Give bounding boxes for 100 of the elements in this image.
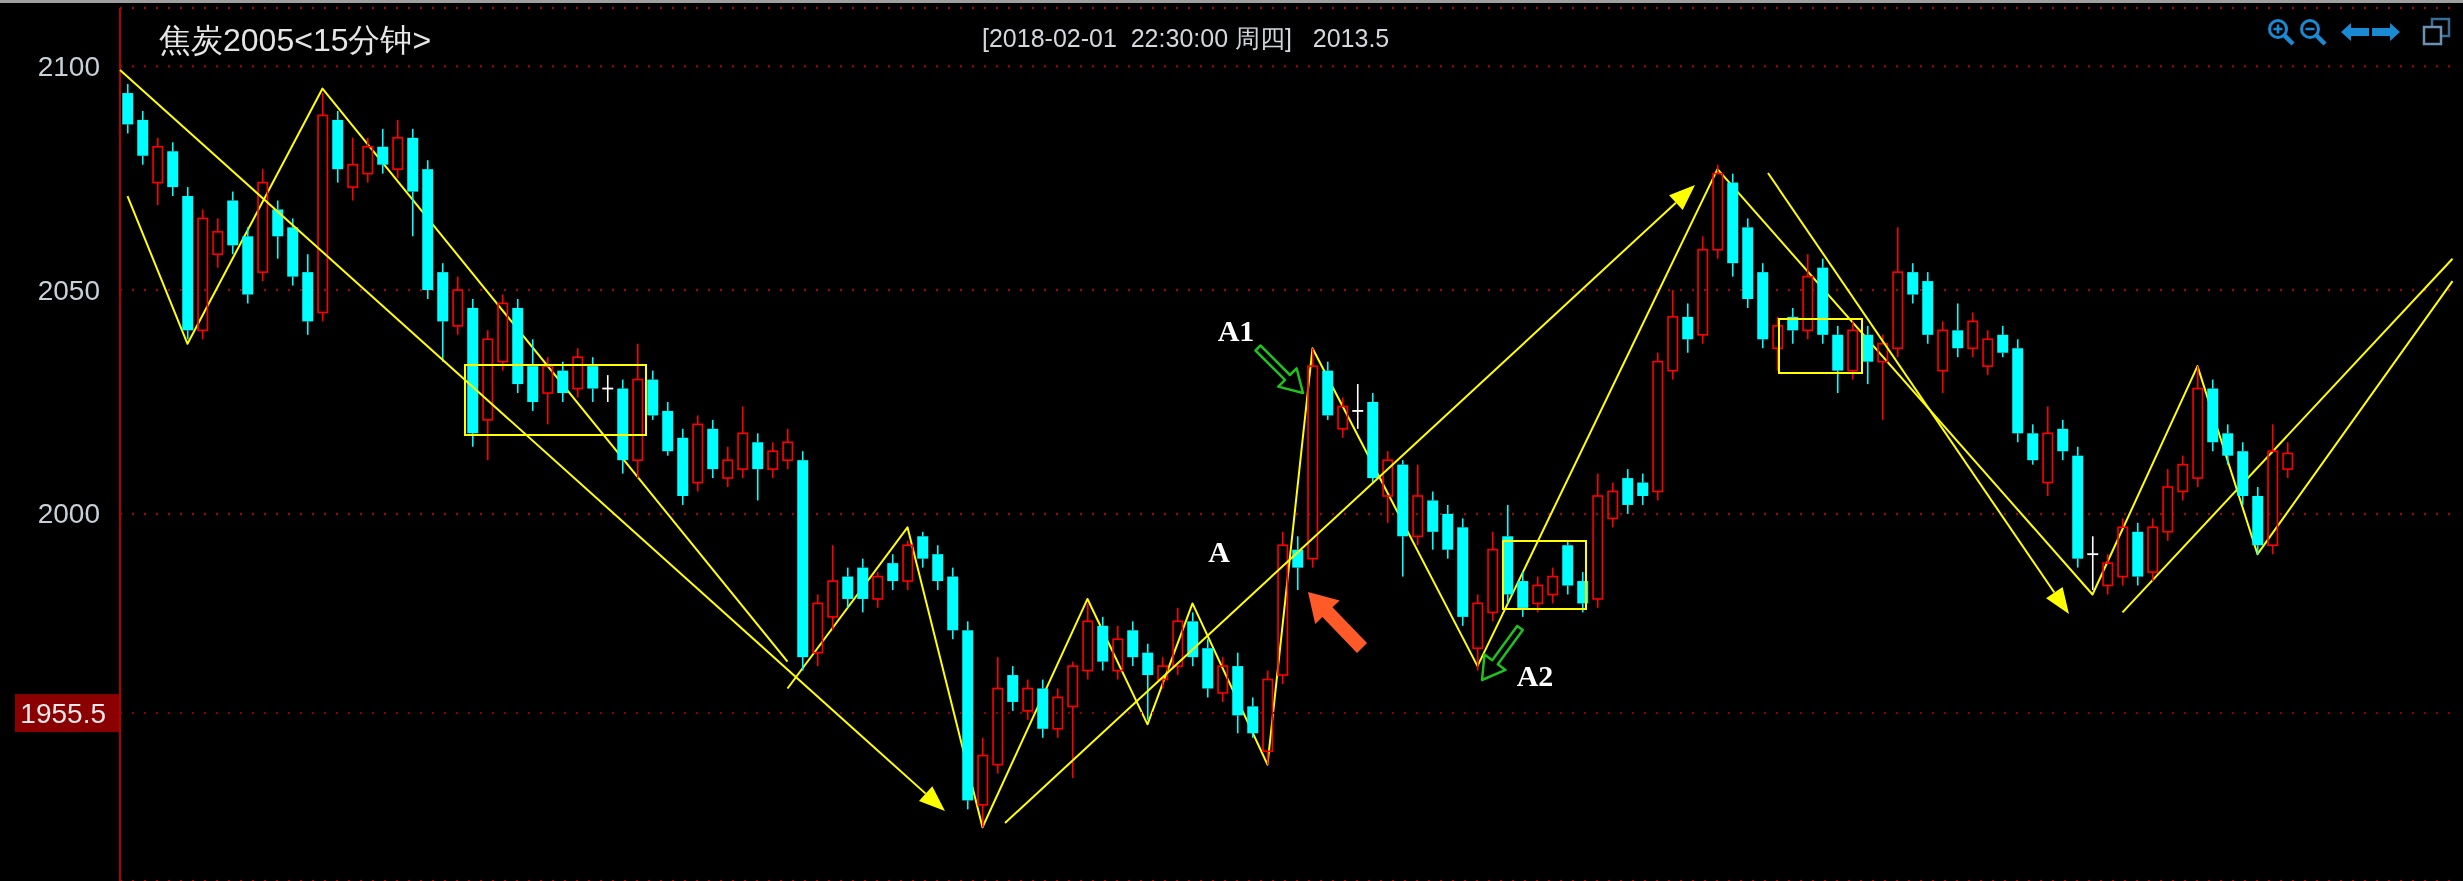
candlestick bbox=[122, 83, 134, 135]
line-series bbox=[786, 168, 2454, 829]
candlestick bbox=[2237, 441, 2249, 506]
candlestick bbox=[212, 217, 224, 269]
candlestick bbox=[1247, 696, 1259, 739]
candlestick bbox=[2177, 454, 2189, 502]
candlestick bbox=[1922, 271, 1934, 345]
candlestick bbox=[1157, 656, 1169, 690]
candlestick bbox=[1007, 665, 1019, 712]
candlestick bbox=[557, 360, 569, 403]
candlestick bbox=[1727, 172, 1739, 278]
candlestick bbox=[227, 190, 239, 256]
candlestick bbox=[1742, 217, 1754, 309]
candlestick bbox=[722, 445, 734, 488]
candlestick bbox=[662, 401, 674, 457]
candlestick bbox=[2192, 365, 2204, 488]
candlestick bbox=[1097, 616, 1109, 672]
candlestick bbox=[257, 168, 269, 282]
candlestick bbox=[1172, 607, 1184, 676]
candlestick bbox=[1517, 571, 1529, 618]
candlestick bbox=[617, 378, 629, 475]
candlestick bbox=[167, 141, 179, 197]
candlestick bbox=[2057, 419, 2069, 461]
candlestick bbox=[1127, 620, 1139, 667]
candlestick bbox=[842, 566, 854, 609]
candlestick bbox=[1697, 235, 1709, 345]
candlestick bbox=[737, 405, 749, 479]
candlestick bbox=[1367, 392, 1379, 484]
annotation: A1 bbox=[1217, 313, 1255, 347]
candlestick bbox=[932, 544, 944, 591]
candlestick bbox=[377, 128, 389, 175]
candlestick bbox=[1712, 163, 1724, 260]
candlestick bbox=[1622, 468, 1634, 515]
candlestick bbox=[1457, 517, 1469, 627]
candlestick bbox=[1892, 226, 1904, 358]
candlestick bbox=[272, 199, 284, 260]
candlestick bbox=[467, 298, 479, 448]
candlestick bbox=[152, 137, 164, 206]
candlestick bbox=[887, 553, 899, 591]
candlestick bbox=[647, 369, 659, 421]
candlestick bbox=[1907, 262, 1919, 305]
candlestick bbox=[362, 137, 374, 184]
candlestick bbox=[827, 544, 839, 632]
candlestick bbox=[2012, 338, 2024, 444]
candlestick bbox=[1547, 566, 1559, 605]
candlestick bbox=[2042, 405, 2054, 497]
candlestick bbox=[1937, 320, 1949, 394]
candlestick bbox=[1322, 360, 1334, 421]
candlestick bbox=[797, 450, 809, 672]
candlestick bbox=[137, 110, 149, 166]
candlestick bbox=[2282, 441, 2294, 479]
candlestick bbox=[1592, 472, 1604, 609]
candlestick bbox=[1952, 302, 1964, 358]
candlestick bbox=[917, 531, 929, 569]
candlestick bbox=[587, 356, 599, 403]
candlestick bbox=[1997, 325, 2009, 358]
candlestick bbox=[1472, 593, 1484, 672]
candlestick bbox=[677, 428, 689, 506]
candlestick bbox=[707, 419, 719, 479]
candlestick bbox=[182, 186, 194, 341]
candlestick bbox=[1802, 253, 1814, 341]
candlestick bbox=[812, 593, 824, 667]
candlestick bbox=[1667, 289, 1679, 381]
candlestick bbox=[2117, 517, 2129, 587]
candlestick bbox=[1232, 651, 1244, 735]
candlestick bbox=[1082, 602, 1094, 681]
candlestick bbox=[1112, 625, 1124, 681]
candlestick bbox=[692, 414, 704, 493]
candlestick bbox=[1142, 642, 1154, 721]
candlestick bbox=[1037, 678, 1049, 739]
candlestick bbox=[347, 137, 359, 202]
candlestick bbox=[482, 329, 494, 461]
candlestick bbox=[1337, 396, 1349, 439]
candlestick bbox=[1277, 531, 1289, 685]
ref-line-label: 1955.5 bbox=[20, 697, 106, 729]
candlestick bbox=[242, 226, 254, 305]
candlestick bbox=[542, 356, 554, 426]
candlestick bbox=[1847, 320, 1859, 381]
candlestick bbox=[992, 656, 1004, 775]
candlestick bbox=[1202, 638, 1214, 699]
candlestick bbox=[2267, 423, 2279, 555]
line-series bbox=[126, 87, 789, 663]
candlestick bbox=[1397, 459, 1409, 578]
annotation: A2 bbox=[1516, 658, 1554, 692]
candlestick bbox=[1652, 351, 1664, 502]
candlestick bbox=[332, 110, 344, 184]
candlestick bbox=[527, 338, 539, 412]
candlestick bbox=[1351, 383, 1365, 430]
candlestick bbox=[1982, 329, 1994, 376]
y-tick-label: 2100 bbox=[37, 50, 100, 82]
candlestick bbox=[857, 557, 869, 614]
candlestick bbox=[752, 432, 764, 502]
candlestick bbox=[1862, 325, 1874, 385]
candlestick bbox=[2027, 423, 2039, 466]
candlestick bbox=[392, 119, 404, 179]
candlestick bbox=[287, 217, 299, 287]
text: [2018-02-01 22:30:00 周四] 2013.5 bbox=[982, 24, 1390, 52]
candlestick bbox=[1832, 325, 1844, 394]
candlestick bbox=[452, 275, 464, 336]
candlestick bbox=[2102, 553, 2114, 596]
